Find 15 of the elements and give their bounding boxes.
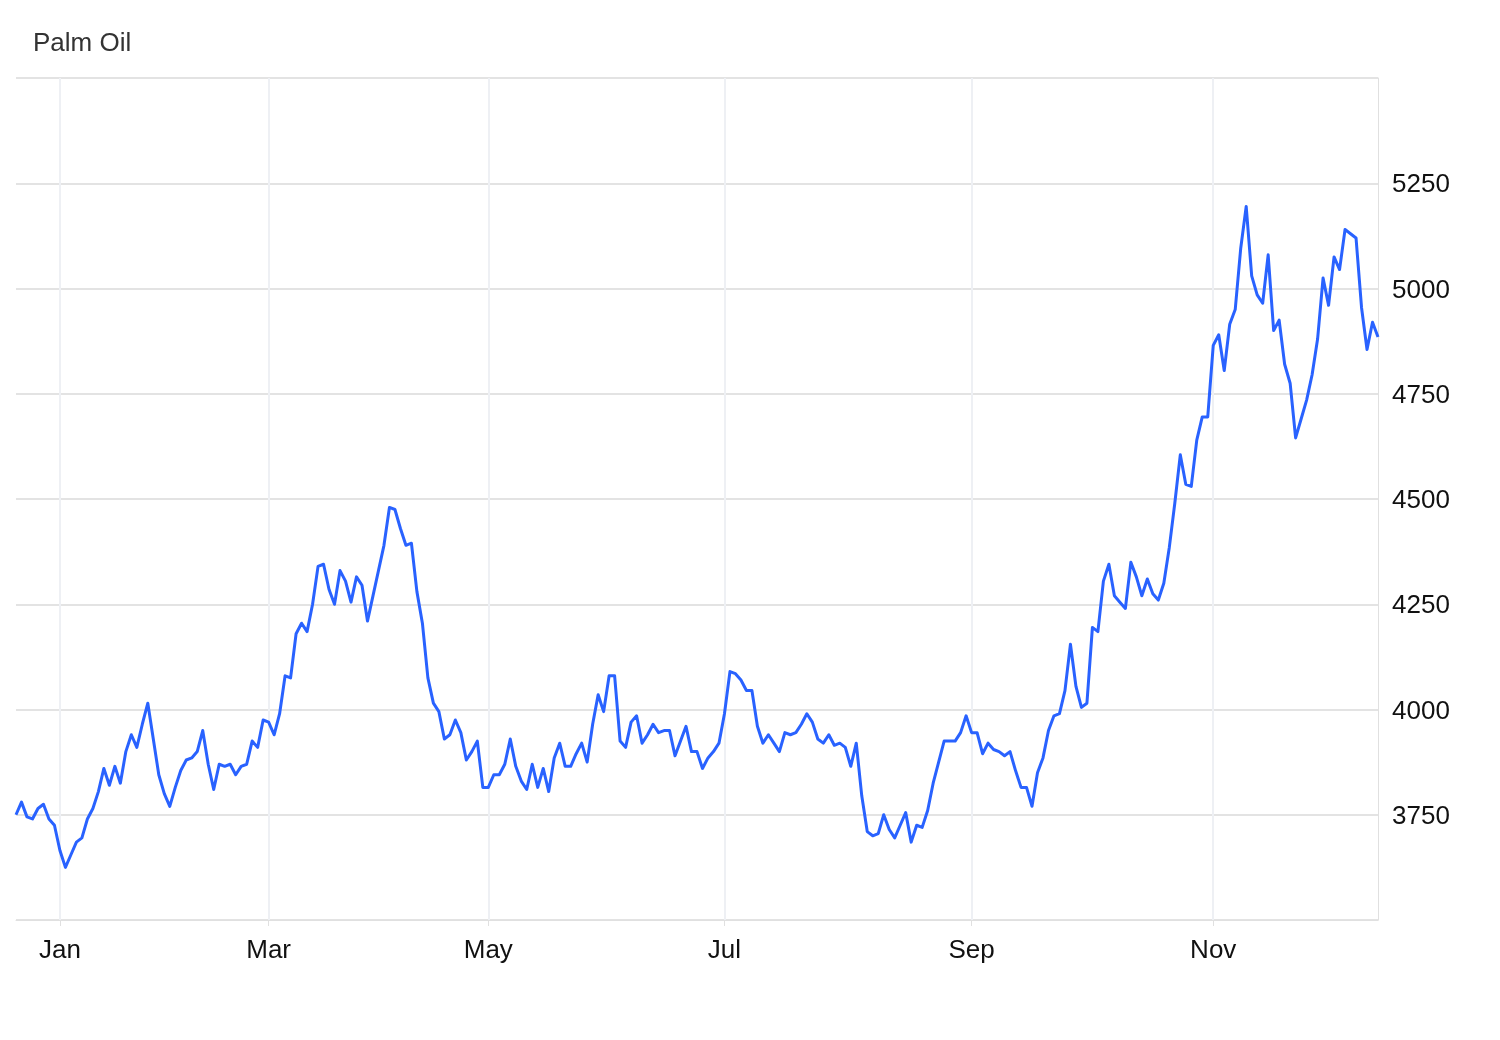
x-tick-label: Jul [707, 934, 742, 964]
x-tick-label: Mar [246, 934, 292, 964]
x-tick-label: Jan [38, 934, 81, 964]
y-tick-label: 4750 [1392, 378, 1450, 409]
x-tick-label: May [463, 934, 513, 964]
y-tick-label: 3750 [1392, 799, 1450, 830]
y-tick-label: 4250 [1392, 589, 1450, 620]
y-tick-label: 4000 [1392, 694, 1450, 725]
x-tick-label: Nov [1190, 934, 1237, 964]
y-tick-label: 5250 [1392, 168, 1450, 199]
y-tick-label: 5000 [1392, 273, 1450, 304]
line-series [14, 204, 1380, 869]
y-tick-label: 4500 [1392, 484, 1450, 514]
chart-title: Palm Oil [33, 27, 132, 57]
x-tick-label: Sep [948, 934, 995, 964]
